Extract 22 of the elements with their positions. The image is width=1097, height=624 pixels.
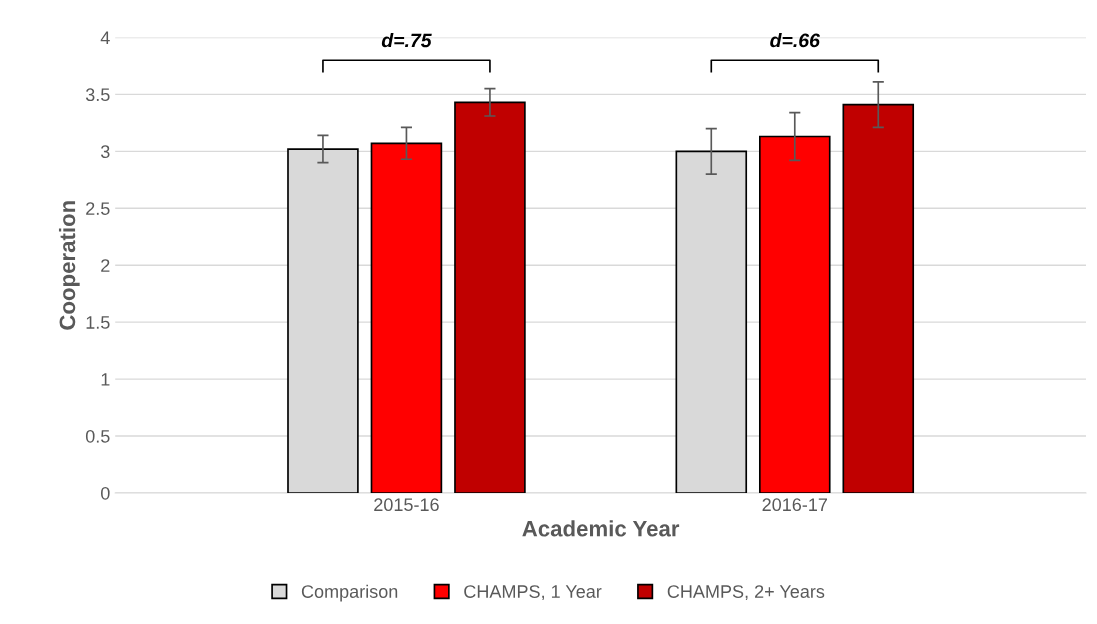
y-tick-label: 0.5 [85,429,110,443]
legend-label: Comparison [301,584,398,602]
legend-label: CHAMPS, 2+ Years [667,585,825,601]
annotation: d=.75 [381,32,432,48]
bar [758,135,831,493]
y-tick-label: 4 [100,31,110,44]
y-axis-title: Cooperation [58,201,80,330]
bar [454,101,526,493]
y-tick-label: 3 [100,145,110,159]
annotation: d=.66 [770,32,821,48]
y-tick-label: 1.5 [86,316,110,329]
x-tick-label: 2016-17 [762,498,827,512]
bar [842,103,915,493]
legend-label: CHAMPS, 1 Year [464,585,602,601]
x-axis-title: Academic Year [522,520,680,537]
y-tick-label: 1 [101,373,110,386]
y-tick-label: 2 [101,259,110,272]
y-tick-label: 3.5 [85,88,110,102]
y-tick-label: 2.5 [86,202,110,215]
y-tick-label: 0 [100,486,110,500]
bar [370,142,443,493]
x-tick-label: 2015-16 [374,498,439,512]
